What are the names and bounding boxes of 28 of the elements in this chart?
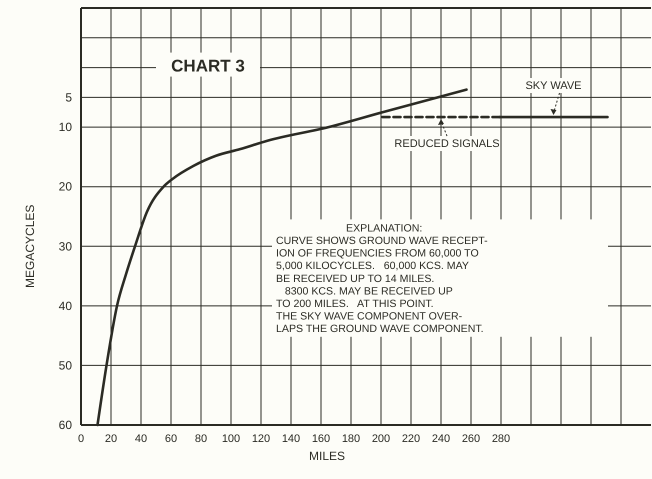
y-tick-label: 5 bbox=[65, 90, 72, 104]
x-tick-label: 20 bbox=[104, 433, 118, 445]
x-tick-label: 280 bbox=[492, 433, 510, 445]
x-tick-label: 80 bbox=[194, 433, 208, 445]
x-tick-label: 100 bbox=[222, 433, 240, 445]
y-axis-title: MEGACYCLES bbox=[23, 204, 37, 288]
x-tick-label: 260 bbox=[462, 433, 480, 445]
text: SKY WAVE bbox=[525, 80, 582, 92]
legend-label: REDUCED SIGNALS bbox=[394, 138, 500, 150]
y-tick-label: 50 bbox=[58, 358, 72, 372]
y-tick-label: 60 bbox=[58, 418, 72, 432]
x-tick-label: 60 bbox=[164, 433, 178, 445]
y-tick-label: 10 bbox=[58, 120, 72, 134]
x-tick-label: 220 bbox=[402, 433, 420, 445]
x-tick-label: 40 bbox=[134, 433, 148, 445]
x-tick-label: 200 bbox=[372, 433, 390, 445]
x-tick-label: 120 bbox=[252, 433, 270, 445]
text: EXPLANATION: CURVE SHOWS GROUND WAVE RECEPT- ION OF FREQUENCIES FROM 60,000 TO 5,000 KILOCYCLES. 60,000 KCS. MAY BE RECEIVED UP TO 14 MILES. 8300 KCS. MAY BE RECEIVED UP TO 200 MILES. AT THIS POINT. THE SKY WAVE COMPONENT OVER- LAPS THE GROUND WAVE COMPONENT. bbox=[276, 222, 488, 336]
y-tick-label: 20 bbox=[58, 180, 72, 194]
x-tick-label: 240 bbox=[432, 433, 450, 445]
x-tick-label: 140 bbox=[282, 433, 300, 445]
y-tick-label: 30 bbox=[58, 239, 72, 254]
text: CHART 3 bbox=[171, 56, 245, 76]
y-tick-label: 40 bbox=[58, 298, 72, 313]
x-axis-title: MILES bbox=[308, 449, 346, 463]
x-tick-label: 180 bbox=[342, 433, 360, 445]
x-tick-label: 0 bbox=[78, 433, 84, 445]
x-tick-label: 160 bbox=[312, 433, 330, 445]
